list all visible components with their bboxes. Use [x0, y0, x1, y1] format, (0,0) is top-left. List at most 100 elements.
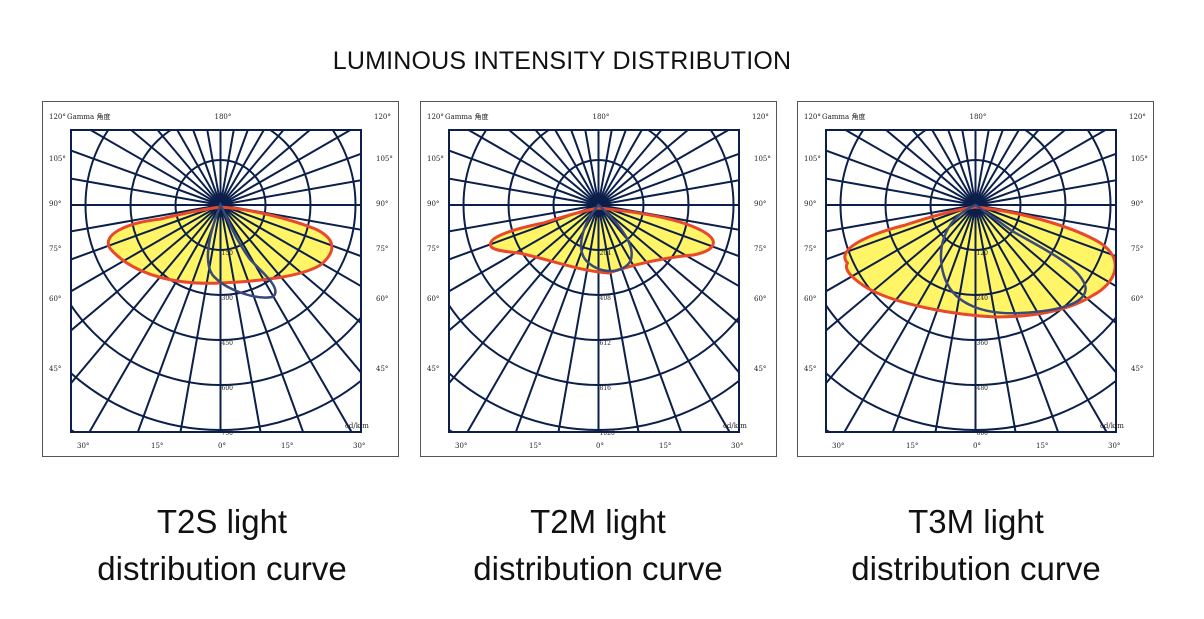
caption-line-2: distribution curve — [851, 550, 1101, 587]
bottom-angle-label: 30° — [353, 442, 365, 450]
polar-spoke — [974, 130, 1040, 206]
polar-spoke — [449, 204, 600, 385]
polar-spoke — [975, 204, 1116, 231]
polar-spoke — [974, 130, 1067, 206]
polar-spoke — [826, 204, 977, 293]
polar-spoke — [219, 204, 262, 432]
side-angle-right: 75° — [1131, 245, 1143, 253]
bottom-angle-label: 15° — [1036, 442, 1048, 450]
side-angle-left: 75° — [49, 245, 61, 253]
corner-angle-right: 120° — [752, 113, 769, 121]
side-angle-left: 60° — [49, 295, 61, 303]
polar-spoke — [136, 204, 222, 432]
top-angle-label: 180° — [970, 113, 987, 121]
polar-spoke — [192, 130, 222, 206]
polar-spoke — [597, 130, 613, 206]
bottom-angle-label: 15° — [659, 442, 671, 450]
polar-spoke — [88, 130, 222, 206]
polar-spoke — [974, 130, 1108, 206]
polar-spoke — [449, 204, 600, 332]
polar-spoke — [597, 130, 643, 206]
gamma-label: Gamma 角度 — [67, 112, 110, 121]
unit-label: cd/klm — [1100, 422, 1124, 430]
side-angle-right: 45° — [1131, 365, 1143, 373]
ring-label: 408 — [600, 295, 612, 302]
polar-spoke — [974, 204, 1116, 374]
ring-label: 612 — [600, 340, 612, 347]
ring-label: 300 — [222, 295, 234, 302]
ring-label: 150 — [222, 250, 234, 257]
polar-spoke — [554, 130, 600, 206]
bottom-angle-label: 15° — [906, 442, 918, 450]
ring-label: 1020 — [600, 430, 615, 437]
side-angle-left: 90° — [427, 200, 439, 208]
ring-label: 360 — [977, 340, 989, 347]
bottom-angle-label: 0° — [218, 442, 226, 450]
polar-spoke — [597, 204, 739, 325]
polar-spoke — [129, 130, 222, 206]
polar-spoke — [931, 130, 977, 206]
corner-angle-right: 120° — [374, 113, 391, 121]
side-angle-right: 105° — [376, 155, 393, 163]
caption-line-1: T3M light — [908, 503, 1044, 540]
polar-spoke — [570, 130, 600, 206]
intensity-curve — [939, 203, 1087, 315]
ring-label: 600 — [222, 385, 234, 392]
polar-spoke — [219, 130, 235, 206]
polar-spoke — [911, 130, 977, 206]
polar-spoke — [449, 177, 599, 206]
polar-spoke — [219, 130, 353, 206]
side-angle-left: 90° — [49, 200, 61, 208]
polar-spoke — [71, 204, 221, 233]
polar-chart-t2m: 204 408 612 816 1020 120° Gamma 角度 180° 120° 105°… — [420, 101, 777, 457]
polar-spoke — [974, 204, 1108, 432]
polar-spoke — [71, 204, 221, 261]
polar-spoke — [466, 130, 600, 206]
side-angle-left: 45° — [49, 365, 61, 373]
caption-line-2: distribution curve — [473, 550, 723, 587]
side-angle-right: 60° — [376, 295, 388, 303]
polar-spoke — [975, 179, 1116, 206]
side-angle-left: 105° — [49, 155, 66, 163]
polar-spoke — [826, 204, 977, 332]
side-angle-left: 60° — [427, 295, 439, 303]
polar-spoke — [220, 179, 361, 206]
polar-spoke — [71, 204, 222, 332]
ring-label: 480 — [977, 385, 989, 392]
polar-spoke — [597, 204, 683, 432]
polar-spoke — [598, 179, 739, 206]
polar-spoke — [220, 152, 361, 206]
polar-spoke — [219, 204, 361, 288]
caption-t2s: T2S light distribution curve — [22, 498, 422, 592]
polar-spoke — [219, 130, 285, 206]
polar-chart-t3m: 120 240 360 480 600 120° Gamma 角度 180° 120° 105° 1… — [797, 101, 1154, 457]
polar-spoke — [514, 204, 600, 432]
polar-spoke — [220, 204, 361, 231]
ring-label: 204 — [600, 250, 612, 257]
polar-spoke — [219, 130, 249, 206]
side-angle-right: 45° — [754, 365, 766, 373]
polar-spoke — [597, 130, 663, 206]
bottom-angle-label: 30° — [1108, 442, 1120, 450]
bottom-angle-label: 0° — [596, 442, 604, 450]
polar-spoke — [206, 130, 222, 206]
bottom-angle-label: 30° — [455, 442, 467, 450]
intensity-curve — [206, 202, 277, 299]
bottom-angle-label: 0° — [973, 442, 981, 450]
side-angle-left: 105° — [427, 155, 444, 163]
ring-label: 120 — [977, 250, 989, 257]
side-angle-right: 45° — [376, 365, 388, 373]
polar-spoke — [975, 204, 1116, 258]
polar-spoke — [826, 149, 976, 206]
side-angle-right: 105° — [754, 155, 771, 163]
side-angle-left: 60° — [804, 295, 816, 303]
polar-spoke — [947, 130, 977, 206]
polar-spoke — [507, 130, 600, 206]
bottom-angle-label: 15° — [281, 442, 293, 450]
polar-spoke — [219, 204, 361, 325]
side-angle-right: 60° — [754, 295, 766, 303]
polar-spoke — [974, 130, 990, 206]
polar-spoke — [598, 204, 739, 258]
unit-label: cd/klm — [345, 422, 369, 430]
polar-spoke — [179, 204, 222, 432]
